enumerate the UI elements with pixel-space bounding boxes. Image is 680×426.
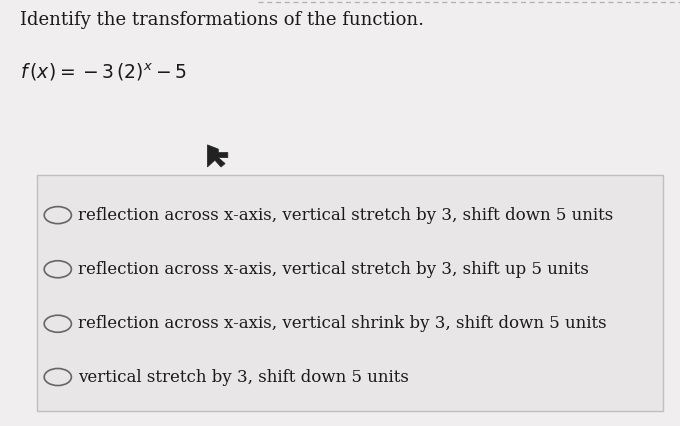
Text: reflection across x-axis, vertical shrink by 3, shift down 5 units: reflection across x-axis, vertical shrin… <box>78 315 607 332</box>
Circle shape <box>44 261 71 278</box>
Text: $f\,(x) = -3\,(2)^{x} - 5$: $f\,(x) = -3\,(2)^{x} - 5$ <box>20 62 187 83</box>
Text: reflection across x-axis, vertical stretch by 3, shift down 5 units: reflection across x-axis, vertical stret… <box>78 207 613 224</box>
Circle shape <box>44 368 71 386</box>
Polygon shape <box>207 145 228 167</box>
Text: Identify the transformations of the function.: Identify the transformations of the func… <box>20 11 424 29</box>
Circle shape <box>44 207 71 224</box>
Circle shape <box>44 315 71 332</box>
FancyBboxPatch shape <box>37 175 663 411</box>
Text: reflection across x-axis, vertical stretch by 3, shift up 5 units: reflection across x-axis, vertical stret… <box>78 261 589 278</box>
Text: vertical stretch by 3, shift down 5 units: vertical stretch by 3, shift down 5 unit… <box>78 368 409 386</box>
